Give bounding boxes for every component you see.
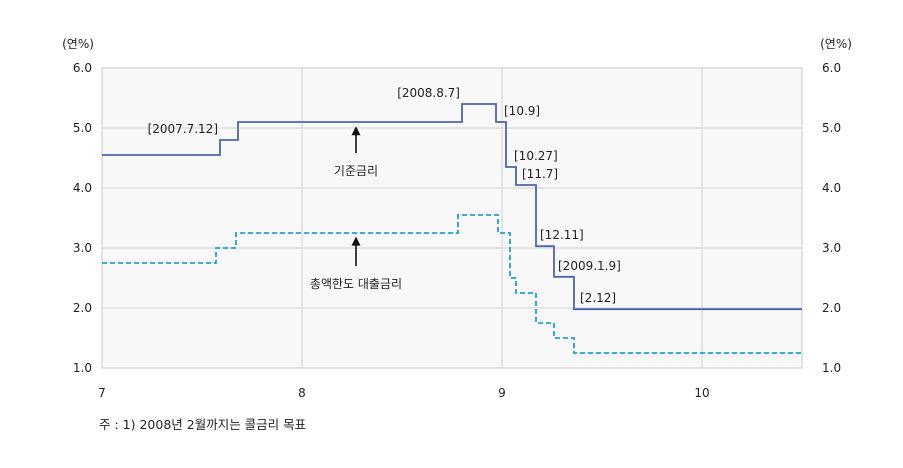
date-annotation: [12.11] — [540, 228, 584, 242]
y-tick-label-right: 2.0 — [822, 301, 841, 315]
y-tick-label-left: 1.0 — [73, 361, 92, 375]
date-annotation: [2007.7.12] — [148, 122, 218, 136]
x-tick-label: 10 — [694, 386, 709, 400]
date-annotation: [10.27] — [514, 149, 558, 163]
y-tick-label-left: 6.0 — [73, 61, 92, 75]
y-tick-label-left: 4.0 — [73, 181, 92, 195]
footnote: 주 : 1) 2008년 2월까지는 콜금리 목표 — [99, 417, 307, 432]
series-line-loan-rate — [102, 214, 802, 354]
y-tick-label-right: 1.0 — [822, 361, 841, 375]
x-tick-label: 9 — [498, 386, 506, 400]
date-annotation: [10.9] — [504, 104, 540, 118]
y-tick-label-left: 3.0 — [73, 241, 92, 255]
y-tick-label-right: 3.0 — [822, 241, 841, 255]
x-tick-label: 8 — [298, 386, 306, 400]
arrow-head — [351, 126, 361, 136]
x-tick-label: 7 — [98, 386, 106, 400]
y-unit-left: (연%) — [62, 37, 94, 51]
y-tick-label-right: 5.0 — [822, 121, 841, 135]
series-label: 기준금리 — [334, 164, 378, 178]
date-annotation: [2.12] — [580, 291, 616, 305]
y-tick-label-left: 2.0 — [73, 301, 92, 315]
y-unit-right: (연%) — [820, 37, 852, 51]
y-tick-label-right: 6.0 — [822, 61, 841, 75]
arrow-head — [351, 236, 361, 246]
plot-area — [101, 67, 803, 369]
date-annotation: [2008.8.7] — [397, 86, 460, 100]
series-label: 총액한도 대출금리 — [310, 277, 402, 291]
date-annotation: [2009.1.9] — [558, 259, 621, 273]
date-annotation: [11.7] — [522, 167, 558, 181]
series-line-base-rate — [102, 103, 802, 311]
y-tick-label-left: 5.0 — [73, 121, 92, 135]
y-tick-label-right: 4.0 — [822, 181, 841, 195]
